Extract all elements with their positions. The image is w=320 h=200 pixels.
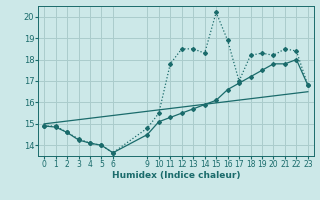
X-axis label: Humidex (Indice chaleur): Humidex (Indice chaleur) <box>112 171 240 180</box>
